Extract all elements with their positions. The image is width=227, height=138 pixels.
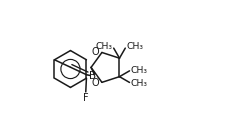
Text: F: F	[83, 93, 89, 103]
Text: O: O	[92, 47, 99, 57]
Text: CH₃: CH₃	[126, 42, 143, 51]
Text: CH₃: CH₃	[96, 42, 113, 51]
Text: B: B	[89, 71, 96, 81]
Text: CH₃: CH₃	[131, 79, 148, 88]
Text: CH₃: CH₃	[131, 66, 148, 75]
Text: O: O	[92, 78, 99, 88]
